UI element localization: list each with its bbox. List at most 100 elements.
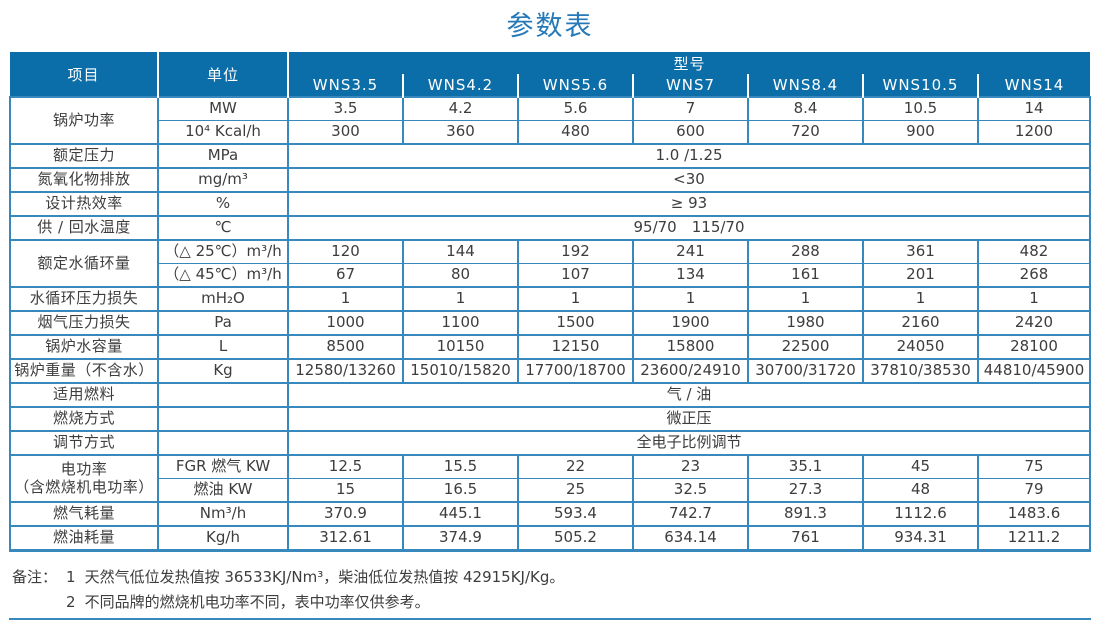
unit-cell: mH₂O — [157, 286, 289, 312]
value-cell: 37810/38530 — [862, 358, 979, 384]
value-cell: 16.5 — [402, 478, 519, 503]
value-cell: 75 — [977, 454, 1091, 479]
value-cell: 891.3 — [747, 501, 864, 527]
value-cell: 600 — [632, 120, 749, 145]
value-cell: 15010/15820 — [402, 358, 519, 384]
table-row: （△ 45℃）m³/h 67 80 107 134 161 201 268 — [10, 263, 1091, 288]
row-label: 供 / 回水温度 — [9, 215, 159, 241]
row-label: 锅炉重量（不含水） — [9, 358, 159, 384]
header-row-top: 项目 单位 型号 — [10, 52, 1090, 97]
table-row: 锅炉水容量 L 8500 10150 12150 15800 22500 24050 28100 — [9, 334, 1091, 360]
value-cell: 12580/13260 — [287, 358, 404, 384]
unit-cell: Kg/h — [157, 525, 289, 552]
value-cell: 23 — [632, 454, 749, 479]
unit-cell: Pa — [157, 310, 289, 336]
value-cell: 1 — [632, 286, 749, 312]
merged-value-cell: 全电子比例调节 — [287, 430, 1091, 456]
value-cell: 1980 — [747, 310, 864, 336]
col-header-model-group: 型号 — [287, 52, 1090, 74]
value-cell: 1211.2 — [977, 525, 1091, 552]
value-cell: 1 — [747, 286, 864, 312]
row-label: 电功率 （含燃烧机电功率） — [9, 454, 159, 503]
value-cell: 32.5 — [632, 478, 749, 503]
value-cell: 1 — [862, 286, 979, 312]
table-row: 额定水循环量 （△ 25℃）m³/h 120 144 192 241 288 361 482 — [9, 239, 1091, 288]
value-cell: 1112.6 — [862, 501, 979, 527]
col-header-unit: 单位 — [157, 52, 289, 97]
value-cell: 161 — [747, 263, 864, 288]
value-cell: 10150 — [402, 334, 519, 360]
value-cell: 1 — [517, 286, 634, 312]
value-cell: 22 — [517, 454, 634, 479]
value-cell: 761 — [747, 525, 864, 552]
merged-value-cell: 95/70 115/70 — [287, 215, 1091, 241]
unit-cell: 10⁴ Kcal/h — [157, 120, 289, 145]
row-label: 水循环压力损失 — [9, 286, 159, 312]
value-cell: 480 — [517, 120, 634, 145]
table-row: 锅炉重量（不含水） Kg 12580/13260 15010/15820 17700/1… — [9, 358, 1091, 384]
merged-value-cell: ≥ 93 — [287, 191, 1091, 217]
value-cell: 482 — [977, 239, 1091, 264]
col-header-model: WNS4.2 — [402, 74, 519, 97]
col-header-model: WNS7 — [632, 74, 749, 97]
value-cell: 22500 — [747, 334, 864, 360]
table-row: 适用燃料 气 / 油 — [9, 382, 1091, 408]
table-row: 设计热效率% ≥ 93 — [9, 191, 1091, 217]
value-cell: 12.5 — [287, 454, 404, 479]
note-number: 2 — [66, 592, 76, 611]
table-row: 10⁴ Kcal/h 300 360 480 600 720 900 1200 — [10, 120, 1091, 145]
value-cell: 934.31 — [862, 525, 979, 552]
col-header-model: WNS10.5 — [862, 74, 979, 97]
table-row: 锅炉功率 MW 3.5 4.2 5.6 7 8.4 10.5 14 — [9, 96, 1091, 145]
table-row: 额定压力 MPa 1.0 /1.25 — [9, 143, 1091, 169]
value-cell: 445.1 — [402, 501, 519, 527]
value-cell: 1483.6 — [977, 501, 1091, 527]
value-cell: 15.5 — [402, 454, 519, 479]
table-row: 燃油耗量 Kg/h 312.61 374.9 505.2 634.14 761 934.31 1… — [9, 525, 1091, 552]
value-cell: 28100 — [977, 334, 1091, 360]
spec-table-body: 锅炉功率 MW 3.5 4.2 5.6 7 8.4 10.5 14 10⁴ Kcal/h 300 36… — [9, 96, 1091, 552]
table-row: 水循环压力损失 mH₂O 1 1 1 1 1 1 1 — [9, 286, 1091, 312]
note-number: 1 — [66, 568, 76, 586]
value-cell: 634.14 — [632, 525, 749, 552]
unit-cell: MPa — [157, 143, 289, 169]
value-cell: 25 — [517, 478, 634, 503]
value-cell: 370.9 — [287, 501, 404, 527]
value-cell: 12150 — [517, 334, 634, 360]
notes: 备注： 1 天然气低位发热值按 36533KJ/Nm³，柴油低位发热值按 429… — [12, 565, 1100, 615]
row-label: 调节方式 — [9, 430, 159, 456]
unit-cell: 燃油 KW — [157, 478, 289, 503]
unit-cell: L — [157, 334, 289, 360]
row-label: 设计热效率 — [9, 191, 159, 217]
table-row: 供 / 回水温度 ℃ 95/70 115/70 — [9, 215, 1091, 241]
value-cell: 5.6 — [517, 96, 634, 121]
value-cell: 30700/31720 — [747, 358, 864, 384]
row-label: 氮氧化物排放 — [9, 167, 159, 193]
unit-cell: MW — [157, 96, 289, 121]
value-cell: 361 — [862, 239, 979, 264]
value-cell: 3.5 — [287, 96, 404, 121]
value-cell: 14 — [977, 96, 1091, 121]
value-cell: 134 — [632, 263, 749, 288]
unit-cell — [157, 382, 289, 408]
col-header-model: WNS5.6 — [517, 74, 634, 97]
row-label: 锅炉功率 — [9, 96, 159, 145]
table-row: 燃气耗量 Nm³/h 370.9 445.1 593.4 742.7 891.3 1112.6… — [9, 501, 1091, 527]
value-cell: 742.7 — [632, 501, 749, 527]
merged-value-cell: 气 / 油 — [287, 382, 1091, 408]
value-cell: 67 — [287, 263, 404, 288]
value-cell: 2420 — [977, 310, 1091, 336]
table-row: 烟气压力损失 Pa 1000 1100 1500 1900 1980 2160 2420 — [9, 310, 1091, 336]
value-cell: 360 — [402, 120, 519, 145]
value-cell: 1900 — [632, 310, 749, 336]
value-cell: 1000 — [287, 310, 404, 336]
note-text: 不同品牌的燃烧机电功率不同，表中功率仅供参考。 — [84, 592, 430, 611]
value-cell: 15 — [287, 478, 404, 503]
value-cell: 312.61 — [287, 525, 404, 552]
value-cell: 1 — [977, 286, 1091, 312]
row-label: 额定压力 — [9, 143, 159, 169]
value-cell: 144 — [402, 239, 519, 264]
table-row: 燃烧方式 微正压 — [9, 406, 1091, 432]
value-cell: 48 — [862, 478, 979, 503]
value-cell: 107 — [517, 263, 634, 288]
